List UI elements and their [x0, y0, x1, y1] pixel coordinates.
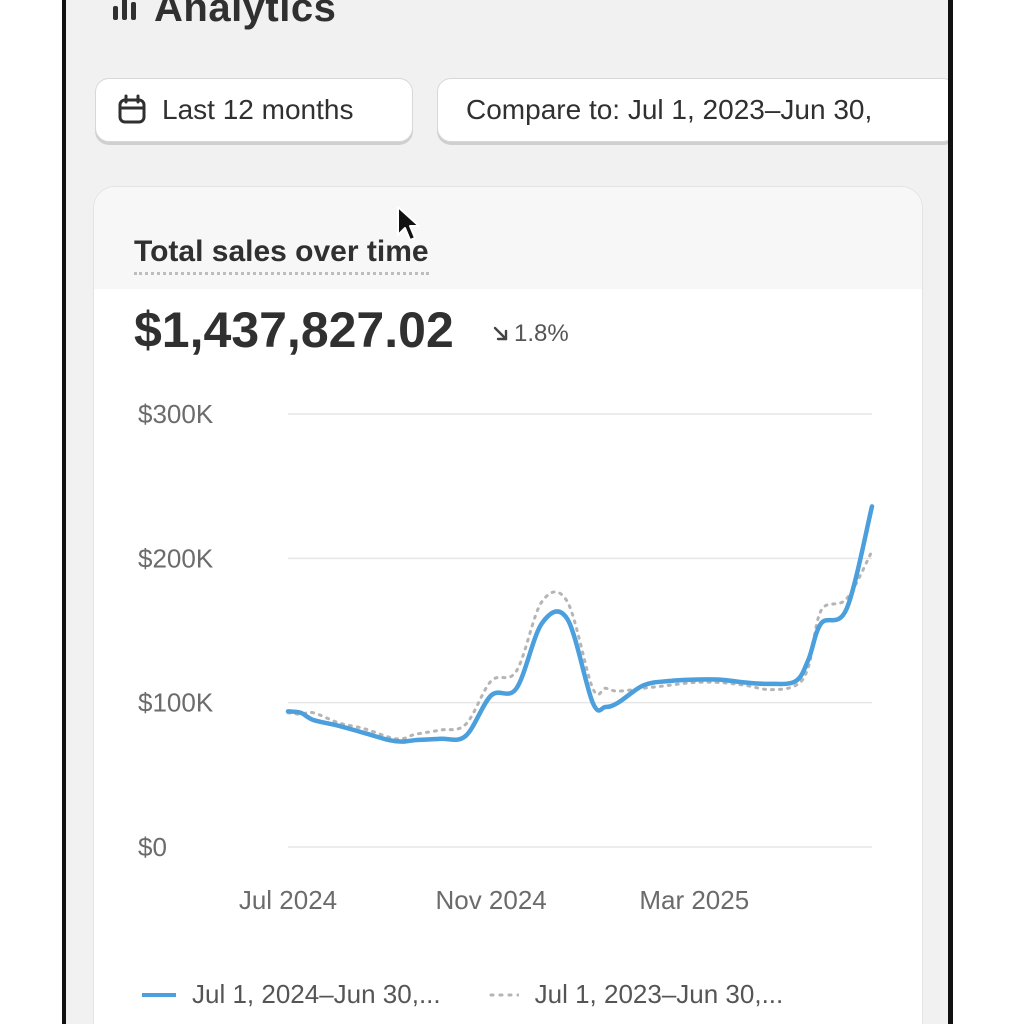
total-sales-card: Total sales over time $1,437,827.02 1.8%… [93, 186, 923, 1024]
legend-label-current: Jul 1, 2024–Jun 30,... [192, 979, 441, 1009]
date-range-label: Last 12 months [162, 94, 354, 125]
legend-line-dotted [489, 993, 519, 996]
calendar-icon [118, 94, 146, 124]
card-title[interactable]: Total sales over time [134, 235, 429, 275]
analytics-page: Analytics Last 12 months Compare to: Jul… [66, 0, 948, 1024]
chart-legend: Jul 1, 2024–Jun 30,... Jul 1, 2023–Jun 3… [142, 979, 783, 1010]
compare-to-button[interactable]: Compare to: Jul 1, 2023–Jun 30, [437, 78, 948, 142]
legend-item-current[interactable]: Jul 1, 2024–Jun 30,... [142, 979, 441, 1010]
arrow-down-right-icon [493, 326, 508, 341]
total-sales-value: $1,437,827.02 [134, 302, 454, 358]
x-tick-label: Jul 2024 [239, 885, 337, 915]
y-tick-label: $0 [138, 832, 167, 862]
bar-chart-icon [113, 0, 136, 20]
legend-line-solid [142, 992, 176, 997]
change-value: 1.8% [514, 320, 569, 347]
change-indicator: 1.8% [492, 320, 569, 348]
comparison-series-line[interactable] [286, 549, 874, 741]
y-tick-label: $200K [138, 543, 214, 573]
date-range-button[interactable]: Last 12 months [95, 78, 413, 142]
compare-to-label: Compare to: Jul 1, 2023–Jun 30, [466, 94, 873, 125]
page-header: Analytics [110, 0, 336, 38]
mouse-pointer-icon [397, 206, 420, 241]
legend-label-comparison: Jul 1, 2023–Jun 30,... [534, 979, 784, 1009]
sales-line-chart[interactable]: $0 $100K $200K $300K Jul 2024 Nov 2024 Mar 202… [94, 187, 922, 967]
window-border-right [948, 0, 953, 1024]
x-tick-label: Nov 2024 [435, 885, 546, 915]
y-tick-label: $300K [138, 399, 214, 429]
y-tick-label: $100K [138, 688, 214, 718]
x-tick-label: Mar 2025 [639, 885, 749, 915]
current-series-line[interactable] [285, 504, 875, 744]
legend-item-comparison[interactable]: Jul 1, 2023–Jun 30,... [489, 979, 784, 1010]
page-title: Analytics [154, 0, 337, 30]
window-border-left [62, 0, 66, 1024]
